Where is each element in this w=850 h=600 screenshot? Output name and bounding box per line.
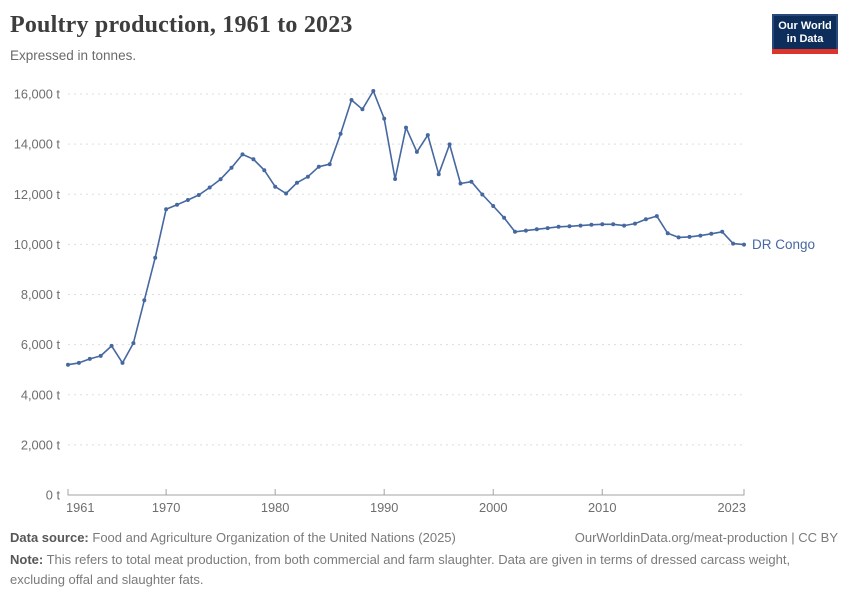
data-point[interactable] <box>371 89 376 93</box>
data-point[interactable] <box>229 165 234 170</box>
data-point[interactable] <box>109 343 114 348</box>
data-point[interactable] <box>153 255 158 260</box>
data-line-dr-congo[interactable] <box>67 90 745 366</box>
data-point[interactable] <box>382 116 387 121</box>
y-axis-tick-label: 2,000 t <box>21 437 61 452</box>
data-point[interactable] <box>360 107 365 112</box>
data-point[interactable] <box>98 353 103 358</box>
data-point[interactable] <box>458 181 463 186</box>
data-point[interactable] <box>742 242 746 247</box>
data-point[interactable] <box>349 98 354 102</box>
data-point[interactable] <box>545 226 550 231</box>
data-point[interactable] <box>720 229 725 234</box>
x-axis-tick-label: 1970 <box>152 500 180 515</box>
data-point[interactable] <box>611 222 616 227</box>
data-point[interactable] <box>469 179 474 184</box>
data-point[interactable] <box>589 222 594 227</box>
x-axis-tick-label: 1990 <box>370 500 398 515</box>
note-text: Note: This refers to total meat producti… <box>10 552 791 587</box>
data-point[interactable] <box>425 133 430 138</box>
data-point[interactable] <box>687 234 692 239</box>
y-axis-tick-label: 16,000 t <box>14 87 61 102</box>
data-point[interactable] <box>665 231 670 236</box>
data-point[interactable] <box>698 233 703 238</box>
x-axis-tick-label: 1961 <box>66 500 94 515</box>
entity-label-dr-congo[interactable]: DR Congo <box>752 237 815 252</box>
data-point[interactable] <box>414 149 419 154</box>
data-point[interactable] <box>676 235 681 240</box>
y-axis-tick-label: 10,000 t <box>14 237 61 252</box>
data-point[interactable] <box>185 198 190 202</box>
data-point[interactable] <box>491 204 496 208</box>
data-source-text: Data source: Food and Agriculture Organi… <box>10 530 456 545</box>
data-point[interactable] <box>164 207 169 212</box>
data-point[interactable] <box>556 224 561 229</box>
data-point[interactable] <box>273 184 278 189</box>
data-point[interactable] <box>654 214 659 219</box>
y-axis-tick-label: 4,000 t <box>21 387 61 402</box>
note-label: Note: <box>10 552 44 567</box>
data-point[interactable] <box>327 162 332 167</box>
data-point[interactable] <box>622 223 627 228</box>
data-point[interactable] <box>731 241 736 246</box>
y-axis-tick-label: 8,000 t <box>21 287 61 302</box>
data-point[interactable] <box>480 192 485 197</box>
data-point[interactable] <box>142 298 147 303</box>
data-source-label: Data source: <box>10 530 89 545</box>
data-point[interactable] <box>600 222 605 227</box>
data-point[interactable] <box>175 202 179 207</box>
data-point[interactable] <box>262 168 267 173</box>
data-point[interactable] <box>633 221 637 226</box>
data-point[interactable] <box>305 174 310 179</box>
x-axis-tick-label: 2000 <box>479 500 507 515</box>
y-axis-tick-label: 14,000 t <box>14 137 61 152</box>
data-point[interactable] <box>251 157 256 162</box>
data-point[interactable] <box>284 191 289 196</box>
data-point[interactable] <box>643 217 648 222</box>
data-point[interactable] <box>436 172 441 177</box>
data-point[interactable] <box>207 185 212 190</box>
data-point[interactable] <box>709 231 714 236</box>
data-point[interactable] <box>404 125 408 130</box>
data-point[interactable] <box>393 177 398 181</box>
data-point[interactable] <box>295 180 299 185</box>
x-axis-tick-label: 1980 <box>261 500 289 515</box>
logo-red-bar <box>772 49 838 54</box>
y-axis-tick-label: 6,000 t <box>21 337 61 352</box>
data-point[interactable] <box>218 177 223 182</box>
data-point[interactable] <box>338 131 343 136</box>
owid-logo[interactable]: Our World in Data <box>772 14 838 54</box>
data-point[interactable] <box>120 360 125 365</box>
data-point[interactable] <box>447 142 452 147</box>
data-point[interactable] <box>196 193 201 197</box>
data-point[interactable] <box>66 362 70 367</box>
data-point[interactable] <box>523 228 528 233</box>
data-point[interactable] <box>76 360 81 365</box>
data-point[interactable] <box>513 229 517 234</box>
data-point[interactable] <box>567 224 572 229</box>
y-axis-tick-label: 0 t <box>46 488 61 503</box>
data-point[interactable] <box>578 223 583 228</box>
data-point[interactable] <box>240 152 245 157</box>
x-axis-tick-label: 2010 <box>588 500 616 515</box>
data-point[interactable] <box>534 227 539 232</box>
data-point[interactable] <box>502 215 507 220</box>
x-axis-tick-label: 2023 <box>718 500 746 515</box>
chart-subtitle: Expressed in tonnes. <box>10 48 137 63</box>
data-point[interactable] <box>316 164 321 169</box>
owid-logo-text: Our World in Data <box>772 14 838 49</box>
citation-link[interactable]: OurWorldinData.org/meat-production | CC … <box>574 530 838 545</box>
data-point[interactable] <box>131 341 136 346</box>
y-axis-tick-label: 12,000 t <box>14 187 61 202</box>
chart-footer: Data source: Food and Agriculture Organi… <box>10 530 838 589</box>
data-point[interactable] <box>87 356 92 361</box>
chart-title: Poultry production, 1961 to 2023 <box>10 12 353 38</box>
